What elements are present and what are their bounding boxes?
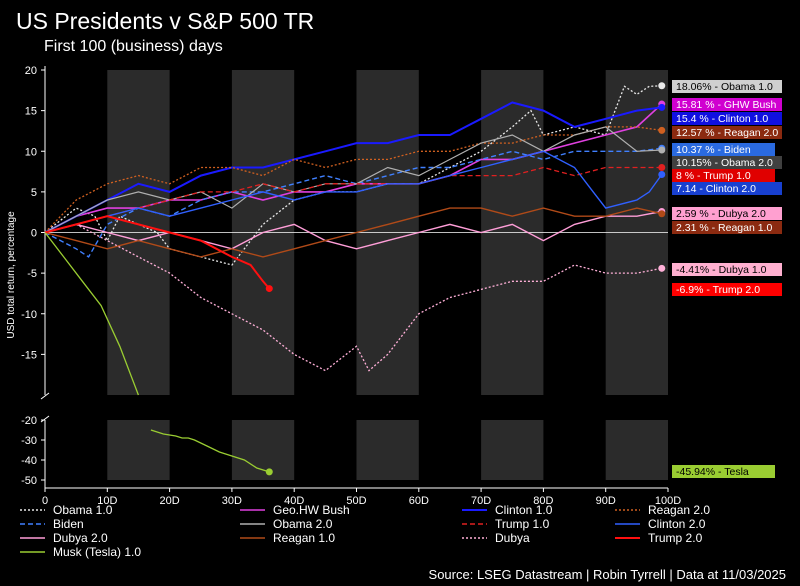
x-tick-label: 0 bbox=[42, 495, 48, 507]
series-line-biden bbox=[44, 147, 662, 258]
end-label: 10.37 % - Biden bbox=[676, 144, 751, 156]
legend-label: Clinton 1.0 bbox=[495, 503, 553, 517]
x-tick-label: 20D bbox=[160, 495, 180, 507]
end-label-box bbox=[672, 207, 782, 220]
series-line-reagan-1-0 bbox=[44, 207, 662, 258]
series-line-trump-1-0 bbox=[44, 166, 662, 234]
x-tick-label: 90D bbox=[596, 495, 616, 507]
x-tick-label: 40D bbox=[284, 495, 304, 507]
y-tick-label: -30 bbox=[21, 435, 37, 447]
series-line-obama-1-0 bbox=[44, 85, 662, 266]
end-marker-dubya bbox=[658, 264, 666, 272]
y-tick-label: -15 bbox=[21, 349, 37, 361]
series-line-musk-tesla-1-0 bbox=[150, 429, 270, 473]
series-line-clinton-1-0 bbox=[44, 101, 662, 234]
legend-label: Obama 2.0 bbox=[273, 517, 333, 531]
series-line-reagan-2-0 bbox=[44, 126, 662, 233]
end-label: -4.41% - Dubya 1.0 bbox=[676, 264, 767, 276]
legend-label: Obama 1.0 bbox=[53, 503, 113, 517]
end-label-box bbox=[672, 465, 775, 478]
y-tick-label: 15 bbox=[25, 106, 37, 118]
x-tick-label: 100D bbox=[655, 495, 681, 507]
end-marker-clinton-2-0 bbox=[658, 170, 666, 178]
end-label: -45.94% - Tesla bbox=[676, 466, 749, 478]
end-label: 10.15% - Obama 2.0 bbox=[676, 157, 773, 169]
source-note: Source: LSEG Datastream | Robin Tyrrell … bbox=[428, 567, 786, 582]
end-label: 15.4 % - Clinton 1.0 bbox=[676, 113, 768, 125]
y-tick-label: 20 bbox=[25, 65, 37, 77]
series-line-dubya-2-0 bbox=[44, 210, 662, 250]
y-tick-label: -40 bbox=[21, 455, 37, 467]
end-label: 7.14 - Clinton 2.0 bbox=[676, 183, 756, 195]
y-tick-label: -20 bbox=[21, 415, 37, 427]
end-label: 18.06% - Obama 1.0 bbox=[676, 81, 773, 93]
end-label-box bbox=[672, 126, 782, 139]
end-label-box bbox=[672, 221, 782, 234]
end-marker-reagan-1-0 bbox=[658, 210, 666, 218]
legend-label: Geo.HW Bush bbox=[273, 503, 350, 517]
end-label-box bbox=[672, 156, 782, 169]
end-label-box bbox=[672, 263, 782, 276]
end-label: 12.57 % - Reagan 2.0 bbox=[676, 127, 778, 139]
shaded-band bbox=[481, 420, 544, 480]
end-marker-clinton-1-0 bbox=[658, 103, 666, 111]
end-label-box bbox=[672, 143, 775, 156]
x-tick-label: 70D bbox=[471, 495, 491, 507]
end-label-box bbox=[672, 80, 782, 93]
series-line-clinton-2-0 bbox=[44, 150, 663, 234]
x-tick-label: 10D bbox=[97, 495, 117, 507]
end-marker-reagan-2-0 bbox=[658, 126, 666, 134]
end-label-box bbox=[672, 112, 782, 125]
x-tick-label: 80D bbox=[533, 495, 553, 507]
y-tick-label: -10 bbox=[21, 309, 37, 321]
series-line-dubya bbox=[44, 223, 662, 372]
axis-break bbox=[40, 392, 50, 400]
shaded-band bbox=[231, 420, 295, 480]
end-marker-obama-2-0 bbox=[658, 146, 666, 154]
end-label: 15.81 % - GHW Bush bbox=[676, 99, 777, 111]
legend-label: Trump 1.0 bbox=[495, 517, 550, 531]
y-tick-label: -5 bbox=[27, 268, 37, 280]
legend-label: Musk (Tesla) 1.0 bbox=[53, 545, 141, 559]
end-marker-trump-1-0 bbox=[658, 164, 666, 171]
series-line-trump-2-0 bbox=[44, 215, 271, 290]
legend-label: Dubya bbox=[495, 531, 530, 545]
y-tick-label: 0 bbox=[31, 228, 37, 240]
legend-label: Reagan 2.0 bbox=[648, 503, 710, 517]
end-label-box bbox=[672, 169, 775, 182]
chart-subtitle: First 100 (business) days bbox=[44, 38, 223, 55]
end-label: 8 % - Trump 1.0 bbox=[676, 170, 751, 182]
end-label: -6.9% - Trump 2.0 bbox=[676, 284, 760, 296]
series-line-musk-tesla-1-0 bbox=[44, 232, 140, 396]
chart-title: US Presidents v S&P 500 TR bbox=[16, 8, 315, 34]
y-tick-label: -50 bbox=[21, 475, 37, 487]
end-label-box bbox=[672, 182, 782, 195]
shaded-band bbox=[107, 420, 170, 480]
axis-break bbox=[40, 415, 50, 423]
y-tick-label: 5 bbox=[31, 187, 37, 199]
end-label: 2.31 % - Reagan 1.0 bbox=[676, 222, 772, 234]
end-label: 2.59 % - Dubya 2.0 bbox=[676, 208, 766, 220]
series-line-obama-2-0 bbox=[44, 126, 662, 234]
end-marker-trump-2-0 bbox=[265, 285, 273, 293]
end-marker-obama-1-0 bbox=[658, 82, 666, 90]
end-label-box bbox=[672, 283, 782, 296]
shaded-band bbox=[605, 420, 668, 480]
end-marker-musk-tesla-1-0 bbox=[265, 468, 273, 476]
legend-label: Clinton 2.0 bbox=[648, 517, 706, 531]
end-label-box bbox=[672, 98, 782, 111]
y-axis-label: USD total return, percentage bbox=[6, 211, 17, 339]
legend-label: Trump 2.0 bbox=[648, 531, 703, 545]
x-tick-label: 60D bbox=[409, 495, 429, 507]
shaded-band bbox=[356, 420, 419, 480]
x-tick-label: 30D bbox=[222, 495, 242, 507]
legend-label: Reagan 1.0 bbox=[273, 531, 335, 545]
legend-label: Dubya 2.0 bbox=[53, 531, 108, 545]
x-tick-label: 50D bbox=[346, 495, 366, 507]
legend-label: Biden bbox=[53, 517, 84, 531]
y-tick-label: 10 bbox=[25, 146, 37, 158]
